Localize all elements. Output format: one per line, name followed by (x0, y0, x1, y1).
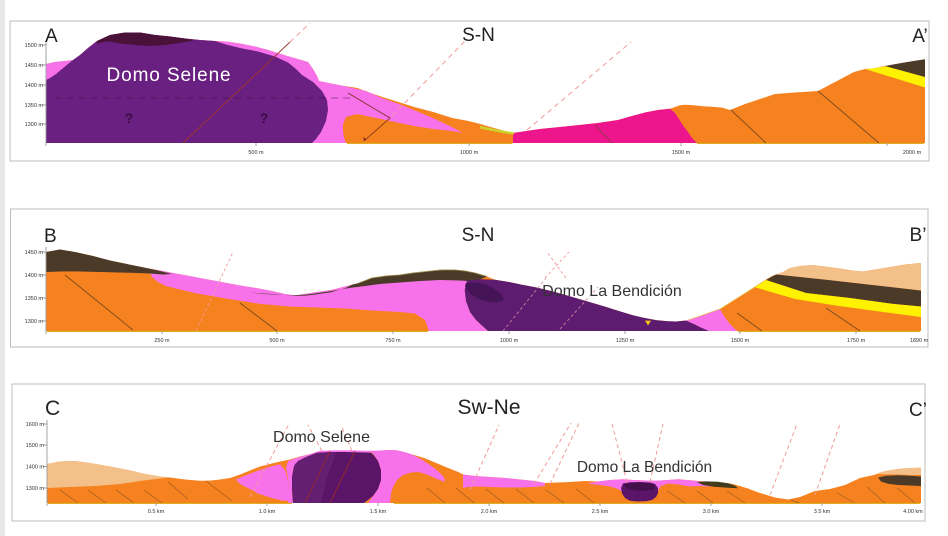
svg-text:B’: B’ (910, 225, 927, 246)
svg-text:Domo La Bendición: Domo La Bendición (542, 283, 682, 300)
svg-text:1350 m: 1350 m (25, 296, 44, 302)
svg-text:A’: A’ (912, 26, 927, 47)
svg-text:1890 m: 1890 m (910, 338, 929, 344)
svg-text:1000 m: 1000 m (460, 150, 479, 156)
svg-text:500 m: 500 m (248, 150, 264, 156)
svg-text:Domo Selene: Domo Selene (273, 429, 370, 446)
svg-text:S-N: S-N (462, 225, 495, 246)
svg-text:1350 m: 1350 m (25, 103, 44, 109)
svg-text:3.5 km: 3.5 km (814, 509, 831, 515)
svg-text:1450 m: 1450 m (25, 63, 44, 69)
svg-text:1400 m: 1400 m (26, 465, 45, 471)
svg-text:B: B (44, 226, 57, 247)
svg-text:2000 m: 2000 m (903, 150, 922, 156)
svg-text:500 m: 500 m (269, 338, 285, 344)
svg-text:C’: C’ (909, 400, 927, 421)
svg-text:750 m: 750 m (385, 338, 401, 344)
svg-text:1500 m: 1500 m (672, 150, 691, 156)
svg-text:1300 m: 1300 m (25, 319, 44, 325)
svg-text:1250 m: 1250 m (616, 338, 635, 344)
svg-text:1450 m: 1450 m (25, 250, 44, 256)
svg-text:1400 m: 1400 m (25, 273, 44, 279)
svg-text:1500 m: 1500 m (26, 443, 45, 449)
svg-text:Sw-Ne: Sw-Ne (457, 396, 520, 419)
svg-text:S-N: S-N (462, 25, 495, 46)
svg-text:?: ? (125, 110, 134, 126)
svg-text:2.0 km: 2.0 km (481, 509, 498, 515)
svg-text:1500 m: 1500 m (25, 43, 44, 49)
svg-text:0.5 km: 0.5 km (148, 509, 165, 515)
svg-text:1750 m: 1750 m (847, 338, 866, 344)
svg-text:?: ? (260, 110, 269, 126)
svg-text:Domo Selene: Domo Selene (106, 65, 231, 86)
svg-text:1600 m: 1600 m (26, 422, 45, 428)
svg-text:250 m: 250 m (154, 338, 170, 344)
svg-text:1000 m: 1000 m (500, 338, 519, 344)
svg-text:4.00 km: 4.00 km (903, 509, 923, 515)
svg-text:1300 m: 1300 m (26, 486, 45, 492)
svg-text:A: A (45, 26, 58, 47)
svg-text:Domo La Bendición: Domo La Bendición (577, 459, 712, 476)
svg-text:1400 m: 1400 m (25, 83, 44, 89)
svg-text:2.5 km: 2.5 km (592, 509, 609, 515)
svg-text:C: C (45, 397, 60, 420)
svg-text:1300 m: 1300 m (25, 122, 44, 128)
svg-text:1.5 km: 1.5 km (370, 509, 387, 515)
svg-text:3.0 km: 3.0 km (703, 509, 720, 515)
svg-text:1500 m: 1500 m (731, 338, 750, 344)
svg-text:1.0 km: 1.0 km (259, 509, 276, 515)
